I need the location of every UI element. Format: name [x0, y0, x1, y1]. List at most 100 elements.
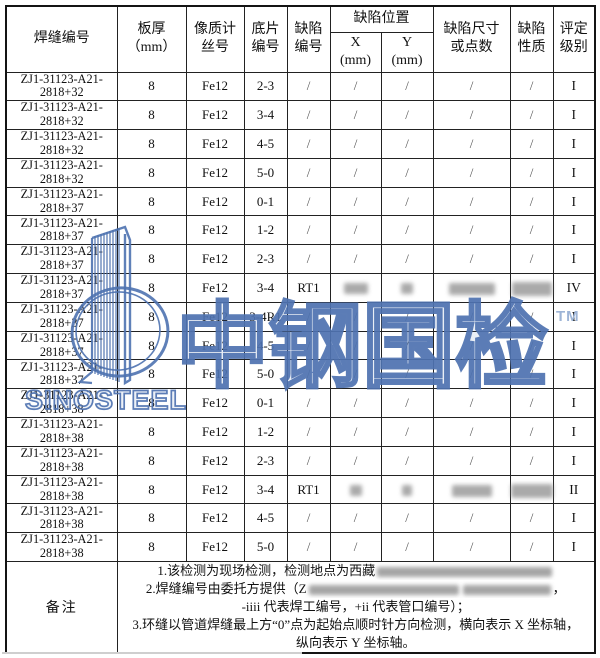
size-cell	[432, 273, 511, 303]
note-line: 2.焊缝编号由委托方提供（Z，	[145, 580, 566, 596]
size-cell: /	[432, 503, 511, 534]
scan-edge-shadow	[2, 652, 302, 654]
film-cell: 2-3	[243, 445, 288, 476]
x-cell: /	[329, 301, 382, 332]
thickness-cell: 8	[116, 388, 187, 419]
weld-number-cell: ZJ1-31123-A21- 2818+37	[5, 244, 118, 275]
iqi-cell: Fe12	[185, 301, 245, 332]
y-cell: /	[380, 330, 434, 361]
weld-number-cell: ZJ1-31123-A21- 2818+32	[5, 129, 118, 159]
x-cell: /	[329, 445, 382, 476]
size-cell: /	[432, 445, 511, 476]
film-cell: 4-5	[243, 503, 288, 534]
film-cell: 0-1	[243, 186, 288, 217]
nature-cell: /	[509, 532, 554, 563]
header-defect-size: 缺陷尺寸 或点数	[432, 5, 511, 73]
iqi-cell: Fe12	[185, 129, 245, 159]
level-cell: I	[552, 330, 596, 361]
header-y-mm: Y (mm)	[380, 31, 434, 73]
nature-cell: /	[509, 215, 554, 246]
iqi-cell: Fe12	[185, 244, 245, 275]
weld-number-cell: ZJ1-31123-A21- 2818+32	[5, 100, 118, 131]
level-cell: II	[552, 474, 596, 505]
size-cell	[432, 474, 511, 505]
iqi-cell: Fe12	[185, 157, 245, 188]
nature-cell: /	[509, 359, 554, 390]
weld-number-cell: ZJ1-31123-A21- 2818+37	[5, 359, 118, 390]
table-body: ZJ1-31123-A21- 2818+32 8 Fe12 2-3// / / / I ZJ1-3…	[5, 71, 596, 563]
defect-cell: RT1	[286, 273, 331, 303]
thickness-cell: 8	[116, 273, 187, 303]
thickness-cell: 8	[116, 532, 187, 563]
film-cell: 3-4R1	[243, 301, 288, 332]
iqi-cell: Fe12	[185, 273, 245, 303]
iqi-cell: Fe12	[185, 417, 245, 447]
weld-number-cell: ZJ1-31123-A21- 2818+38	[5, 503, 118, 534]
nature-cell	[509, 273, 554, 303]
nature-cell: /	[509, 503, 554, 534]
film-cell: 5-0	[243, 157, 288, 188]
x-cell: /	[329, 186, 382, 217]
table-row: ZJ1-31123-A21- 2818+32 8 Fe12 4-5// / / / I	[5, 129, 596, 159]
film-cell: 3-4	[243, 474, 288, 505]
header-assessment-level: 评定 级别	[552, 5, 596, 73]
x-cell	[329, 273, 382, 303]
notes-row: 备注 1.该检测为现场检测，检测地点为西藏 2.焊缝编号由委托方提供（Z， -iii…	[5, 561, 596, 654]
iqi-cell: Fe12	[185, 330, 245, 361]
iqi-cell: Fe12	[185, 532, 245, 563]
thickness-cell: 8	[116, 301, 187, 332]
level-cell: I	[552, 301, 596, 332]
size-cell: /	[432, 301, 511, 332]
thickness-cell: 8	[116, 244, 187, 275]
redacted-text	[462, 585, 551, 595]
size-cell: /	[432, 244, 511, 275]
defect-cell: /	[286, 532, 331, 563]
table-row: ZJ1-31123-A21- 2818+32 8 Fe12 2-3// / / / I	[5, 71, 596, 102]
table-row: ZJ1-31123-A21- 2818+38 8 Fe12 4-5// / / / I	[5, 503, 596, 534]
header-defect-position: 缺陷位置	[329, 5, 434, 33]
table-row: ZJ1-31123-A21- 2818+38 8 Fe12 3-4 RT1 II	[5, 474, 596, 505]
defect-cell: /	[286, 215, 331, 246]
defect-cell: /	[286, 359, 331, 390]
iqi-cell: Fe12	[185, 71, 245, 102]
weld-number-cell: ZJ1-31123-A21- 2818+38	[5, 445, 118, 476]
nature-cell: /	[509, 186, 554, 217]
y-cell: /	[380, 244, 434, 275]
nature-cell: /	[509, 129, 554, 159]
weld-number-cell: ZJ1-31123-A21- 2818+37	[5, 215, 118, 246]
level-cell: I	[552, 186, 596, 217]
size-cell: /	[432, 417, 511, 447]
film-cell: 4-5	[243, 330, 288, 361]
iqi-cell: Fe12	[185, 100, 245, 131]
thickness-cell: 8	[116, 186, 187, 217]
defect-cell: /	[286, 503, 331, 534]
defect-cell: /	[286, 445, 331, 476]
iqi-cell: Fe12	[185, 388, 245, 419]
x-cell: /	[329, 359, 382, 390]
table-row: ZJ1-31123-A21- 2818+32 8 Fe12 3-4// / / / I	[5, 100, 596, 131]
x-cell: /	[329, 330, 382, 361]
size-cell: /	[432, 330, 511, 361]
nature-cell: /	[509, 330, 554, 361]
level-cell: I	[552, 71, 596, 102]
iqi-cell: Fe12	[185, 474, 245, 505]
note-line: -iiii 代表焊工编号，+ii 代表管口编号）；	[241, 598, 470, 614]
nature-cell: /	[509, 445, 554, 476]
y-cell: /	[380, 215, 434, 246]
x-cell: /	[329, 417, 382, 447]
x-cell	[329, 474, 382, 505]
table-row: ZJ1-31123-A21- 2818+38 8 Fe12 1-2// / / / I	[5, 417, 596, 447]
inspection-table: 焊缝编号 板厚 （mm） 像质计 丝号 底片 编号 缺陷 编号 缺陷位置 缺陷尺寸 或点数…	[5, 5, 596, 654]
film-cell: 3-4	[243, 100, 288, 131]
defect-cell: /	[286, 100, 331, 131]
table-row: ZJ1-31123-A21- 2818+32 8 Fe12 5-0// / / / I	[5, 157, 596, 188]
y-cell: /	[380, 503, 434, 534]
level-cell: I	[552, 157, 596, 188]
y-cell: /	[380, 301, 434, 332]
header-defect-number: 缺陷 编号	[286, 5, 331, 73]
table-row: ZJ1-31123-A21- 2818+37 8 Fe12 2-3// / / / I	[5, 244, 596, 275]
y-cell	[380, 474, 434, 505]
note-line: 3.环缝以管道焊缝最上方“0”点为起始点顺时针方向检测，横向表示 X 坐标轴，	[132, 616, 580, 632]
y-cell: /	[380, 129, 434, 159]
header-iqi-wire: 像质计 丝号	[185, 5, 245, 73]
